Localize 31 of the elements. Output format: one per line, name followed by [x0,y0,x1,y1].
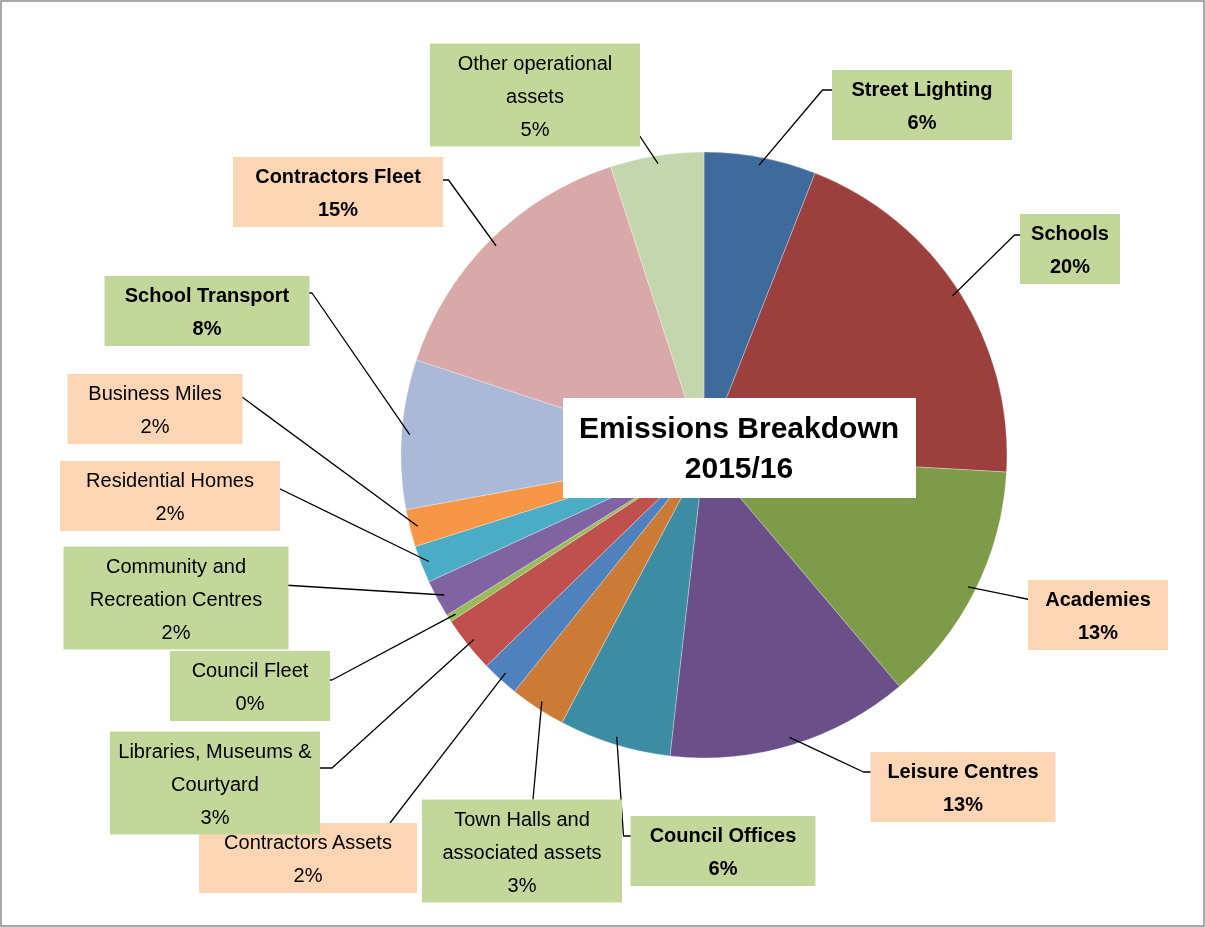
slice-label: Community and Recreation Centres [89,554,263,610]
slice-label: Council Fleet [191,659,309,681]
data-label: 2% [161,620,191,643]
slice-label: Schools [1031,222,1109,244]
slice-label: Council Offices [649,824,797,846]
slice-label: Business Miles [88,382,222,404]
slice-label: Street Lighting [851,78,993,100]
slice-label: Town Halls and associated assets [442,807,602,863]
data-label: 13% [942,793,984,815]
slice-label: School Transport [124,284,290,306]
data-label: 15% [317,198,359,220]
data-label: 6% [708,857,738,879]
slice-label: Other operational assets [457,51,613,107]
data-label: 3% [200,805,230,828]
data-label: 8% [192,317,222,339]
slice-label: Residential Homes [86,469,254,491]
slice-label: Contractors Fleet [255,165,422,187]
data-label: 2% [155,502,185,524]
data-label: 20% [1049,255,1091,277]
data-label: 3% [507,873,537,896]
data-label: 2% [293,864,323,886]
data-label: 2% [140,415,170,437]
slice-label: Libraries, Museums & Courtyard [118,739,313,795]
slice-label: Leisure Centres [887,760,1039,782]
data-label: 13% [1077,621,1119,643]
text: Emissions Breakdown 2015/16 [578,411,900,484]
slice-label: Contractors Assets [224,831,392,853]
data-label: 5% [520,117,550,140]
data-label: 0% [235,692,265,714]
data-label: 6% [907,111,937,133]
slice-label: Academies [1045,588,1151,610]
